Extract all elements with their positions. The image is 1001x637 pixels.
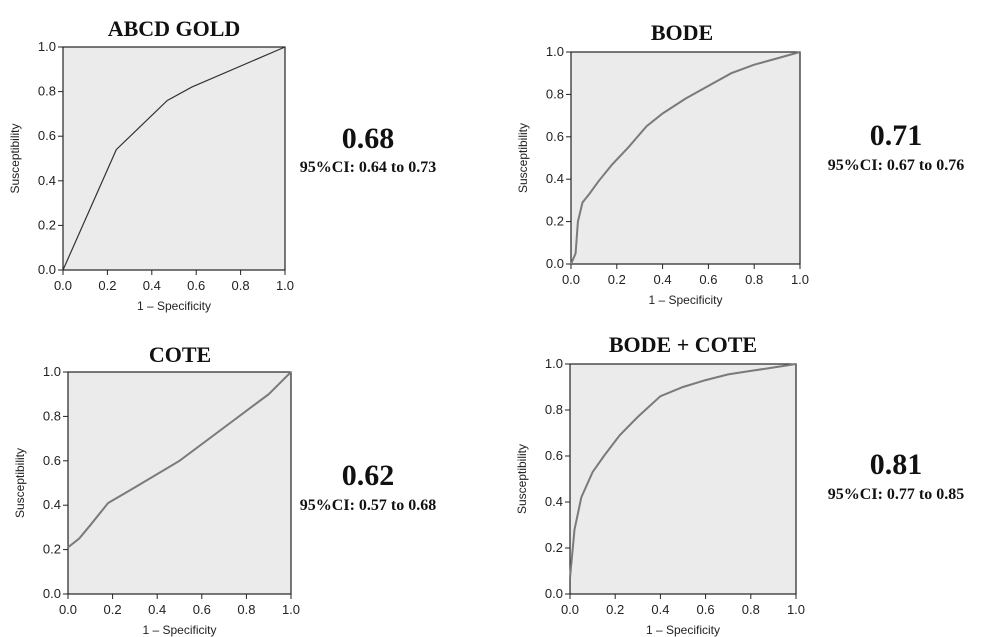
y-tick-label: 0.6 [545,448,563,463]
x-axis-label: 1 – Specificity [142,623,216,637]
x-tick-label: 0.8 [745,272,763,287]
chart-title: BODE + COTE [609,332,757,357]
x-tick-label: 0.0 [562,272,580,287]
chart-title: COTE [149,342,211,367]
y-tick-label: 0.8 [38,84,56,99]
x-tick-label: 0.0 [54,278,72,293]
x-axis-label: 1 – Specificity [137,299,211,313]
roc-curve-line [570,51,801,265]
roc-chart-4: BODE + COTE 0.0 0.2 0.4 0.6 0.8 1.0 0.0 0.2 0.4 0.… [515,332,964,637]
y-tick-label: 1.0 [545,356,563,371]
x-tick-label: 0.2 [104,602,122,617]
x-tick-label: 0.8 [232,278,250,293]
x-tick-label: 1.0 [276,278,294,293]
roc-curve-line [62,46,286,271]
x-tick-label: 0.6 [187,278,205,293]
x-tick-label: 0.2 [608,272,626,287]
y-tick-label: 0.4 [43,497,61,512]
auc-value: 0.68 [342,122,395,155]
roc-chart-1: ABCD GOLD 0.0 0.2 0.4 0.6 0.8 1.0 0.0 0.2 0.4 0.6 0… [8,16,436,313]
auc-value: 0.62 [342,459,395,492]
x-tick-label: 0.0 [59,602,77,617]
y-tick-label: 0.2 [545,540,563,555]
y-axis-label: Susceptibility [516,123,530,193]
y-tick-label: 0.4 [546,171,564,186]
x-tick-label: 0.8 [237,602,255,617]
plot-area [67,371,292,595]
chart-title: ABCD GOLD [108,16,241,41]
x-tick-label: 0.6 [697,602,715,617]
auc-value: 0.81 [870,448,923,481]
x-tick-label: 0.2 [98,278,116,293]
y-tick-label: 0.4 [38,173,56,188]
plot-area [569,363,797,595]
y-tick-label: 0.8 [43,408,61,423]
y-tick-label: 0.6 [43,453,61,468]
y-tick-label: 0.4 [545,494,563,509]
y-tick-label: 0.8 [546,86,564,101]
x-tick-label: 0.4 [654,272,672,287]
y-tick-label: 1.0 [43,364,61,379]
y-tick-label: 1.0 [38,39,56,54]
x-tick-label: 0.0 [561,602,579,617]
y-tick-label: 0.0 [545,586,563,601]
plot-area [62,46,286,271]
roc-curve-line [569,363,797,578]
x-tick-label: 1.0 [282,602,300,617]
y-tick-label: 0.6 [546,129,564,144]
chart-title: BODE [651,20,713,45]
auc-confidence-interval: 95%CI: 0.57 to 0.68 [300,497,436,514]
x-tick-label: 0.4 [148,602,166,617]
x-axis-label: 1 – Specificity [648,293,722,307]
x-tick-label: 0.6 [699,272,717,287]
x-tick-label: 0.6 [193,602,211,617]
roc-chart-3: COTE 0.0 0.2 0.4 0.6 0.8 1.0 0.0 0.2 0.4 0.6 0.8 1.0… [13,342,436,637]
roc-chart-2: BODE 0.0 0.2 0.4 0.6 0.8 1.0 0.0 0.2 0.4 0.6 0.8 1.0… [516,20,964,307]
x-axis-label: 1 – Specificity [646,623,720,637]
x-tick-label: 0.2 [606,602,624,617]
y-tick-label: 0.2 [38,217,56,232]
y-tick-label: 0.8 [545,402,563,417]
y-tick-label: 0.0 [43,586,61,601]
auc-confidence-interval: 95%CI: 0.64 to 0.73 [300,159,436,176]
x-tick-label: 0.4 [651,602,669,617]
y-tick-label: 0.2 [546,214,564,229]
y-axis-label: Susceptibility [8,123,22,193]
y-tick-label: 0.0 [38,262,56,277]
x-tick-label: 0.8 [742,602,760,617]
roc-curve-line [67,371,292,549]
plot-area [570,51,801,265]
auc-value: 0.71 [870,119,923,152]
y-axis-label: Susceptibility [13,448,27,518]
y-tick-label: 0.2 [43,542,61,557]
x-tick-label: 1.0 [791,272,809,287]
x-tick-label: 0.4 [143,278,161,293]
auc-confidence-interval: 95%CI: 0.77 to 0.85 [828,486,964,503]
auc-confidence-interval: 95%CI: 0.67 to 0.76 [828,157,964,174]
y-tick-label: 0.0 [546,256,564,271]
y-tick-label: 0.6 [38,128,56,143]
x-tick-label: 1.0 [787,602,805,617]
y-axis-label: Susceptibility [515,444,529,514]
y-tick-label: 1.0 [546,44,564,59]
